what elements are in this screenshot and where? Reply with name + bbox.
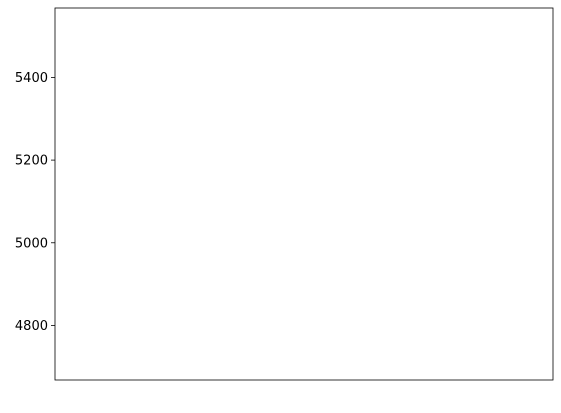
y-tick-label: 4800 xyxy=(15,319,48,334)
axes-frame xyxy=(54,7,554,381)
y-tick-label: 5000 xyxy=(15,236,48,251)
y-tick-label: 5400 xyxy=(15,71,48,86)
y-axis: 4800 5000 5200 5400 xyxy=(15,71,55,334)
y-tick-label: 5200 xyxy=(15,154,48,169)
